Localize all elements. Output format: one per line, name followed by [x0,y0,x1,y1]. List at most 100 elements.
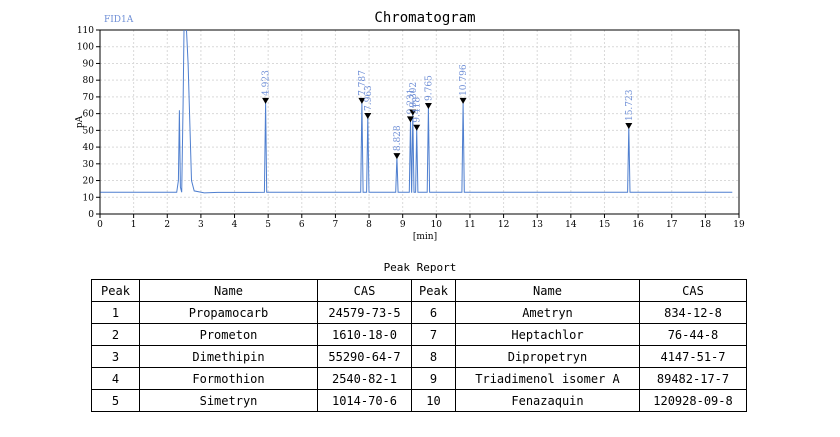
cas-number: 834-12-8 [639,301,747,324]
compound-name: Triadimenol isomer A [455,367,640,390]
compound-name: Propamocarb [139,301,318,324]
peak-marker [262,97,270,104]
x-tick-label: 6 [299,220,305,230]
report-title: Peak Report [383,261,457,274]
y-tick-label: 80 [83,76,95,86]
x-tick-label: 13 [531,220,543,230]
y-tick-label: 20 [83,177,95,187]
peak-marker [424,102,432,109]
peak-label: 8.828 [393,125,403,151]
x-tick-label: 9 [400,220,406,230]
peak-label: 10.796 [459,64,469,96]
x-tick-label: 10 [431,220,443,230]
x-tick-label: 8 [366,220,372,230]
y-tick-label: 30 [83,160,95,170]
cas-number: 1610-18-0 [317,323,412,346]
table-row: 5 Simetryn 1014-70-6 10 Fenazaquin 12092… [91,389,747,412]
y-tick-label: 90 [83,59,95,69]
peak-number: 4 [91,367,140,390]
header-peak: Peak [411,279,456,302]
cas-number: 89482-17-7 [639,367,747,390]
chromatogram-trace [100,30,733,194]
x-tick-label: 18 [700,220,712,230]
compound-name: Heptachlor [455,323,640,346]
y-tick-label: 100 [77,43,94,53]
header-name: Name [139,279,318,302]
table-row: 1 Propamocarb 24579-73-5 6 Ametryn 834-1… [91,301,747,324]
y-axis: 0 10 20 30 40 50 60 70 80 90 100 110 [77,26,100,220]
peak-number: 6 [411,301,456,324]
y-axis-label: pA [75,115,85,128]
y-tick-label: 60 [83,110,95,120]
y-tick-label: 50 [83,126,95,136]
peak-label: 15.723 [625,89,635,121]
compound-name: Dipropetryn [455,345,640,368]
peak-marker [393,153,401,160]
compound-name: Simetryn [139,389,318,412]
header-cas: CAS [317,279,412,302]
peak-label: 9.302 [409,82,419,108]
x-tick-label: 3 [198,220,204,230]
cas-number: 76-44-8 [639,323,747,346]
x-axis-label: [min] [413,232,437,242]
header-name: Name [455,279,640,302]
cas-number: 4147-51-7 [639,345,747,368]
peak-report-table: Peak Name CAS Peak Name CAS 1 Propamocar… [91,279,747,412]
peak-marker [364,112,372,119]
compound-name: Dimethipin [139,345,318,368]
x-tick-label: 19 [733,220,745,230]
peak-label: 7.787 [358,70,368,96]
peak-number: 3 [91,345,140,368]
x-tick-label: 14 [565,220,577,230]
peak-label: 7.963 [364,85,374,111]
peak-marker [358,97,366,104]
table-row: 3 Dimethipin 55290-64-7 8 Dipropetryn 41… [91,345,747,368]
cas-number: 24579-73-5 [317,301,412,324]
y-tick-label: 0 [88,210,94,220]
y-tick-label: 40 [83,143,95,153]
header-cas: CAS [639,279,747,302]
cas-number: 55290-64-7 [317,345,412,368]
peak-marker [406,116,414,123]
peak-number: 1 [91,301,140,324]
peak-label: 9.231 [406,89,416,115]
chart-title: Chromatogram [374,10,475,26]
table-row: 2 Prometon 1610-18-0 7 Heptachlor 76-44-… [91,323,747,346]
x-tick-label: 16 [632,220,644,230]
x-tick-label: 4 [232,220,238,230]
y-tick-label: 70 [83,93,95,103]
channel-label: FID1A [104,15,134,25]
table-header-row: Peak Name CAS Peak Name CAS [91,279,747,302]
peak-marker [625,123,633,130]
peak-number: 10 [411,389,456,412]
chromatogram-chart: Chromatogram FID1A 0 1 2 3 4 5 6 7 8 9 10 11 12 13 14 1… [75,10,745,242]
cas-number: 2540-82-1 [317,367,412,390]
x-tick-label: 2 [164,220,170,230]
peak-label: 9.765 [424,75,434,101]
peak-label: 9.418 [413,97,423,123]
compound-name: Ametryn [455,301,640,324]
peak-marker [409,109,417,116]
y-tick-label: 110 [77,26,94,36]
x-tick-label: 7 [333,220,339,230]
peak-number: 2 [91,323,140,346]
peak-label: 4.923 [262,70,272,96]
plot-frame [99,29,740,215]
compound-name: Prometon [139,323,318,346]
compound-name: Fenazaquin [455,389,640,412]
x-tick-label: 11 [464,220,475,230]
compound-name: Formothion [139,367,318,390]
peak-marker [413,124,421,131]
table-row: 4 Formothion 2540-82-1 9 Triadimenol iso… [91,367,747,390]
cas-number: 120928-09-8 [639,389,747,412]
y-tick-label: 10 [83,193,95,203]
x-tick-label: 5 [265,220,271,230]
x-tick-label: 15 [599,220,611,230]
peak-number: 9 [411,367,456,390]
peak-number: 7 [411,323,456,346]
peak-number: 5 [91,389,140,412]
header-peak: Peak [91,279,140,302]
peak-marker [459,97,467,104]
x-tick-label: 0 [97,220,103,230]
